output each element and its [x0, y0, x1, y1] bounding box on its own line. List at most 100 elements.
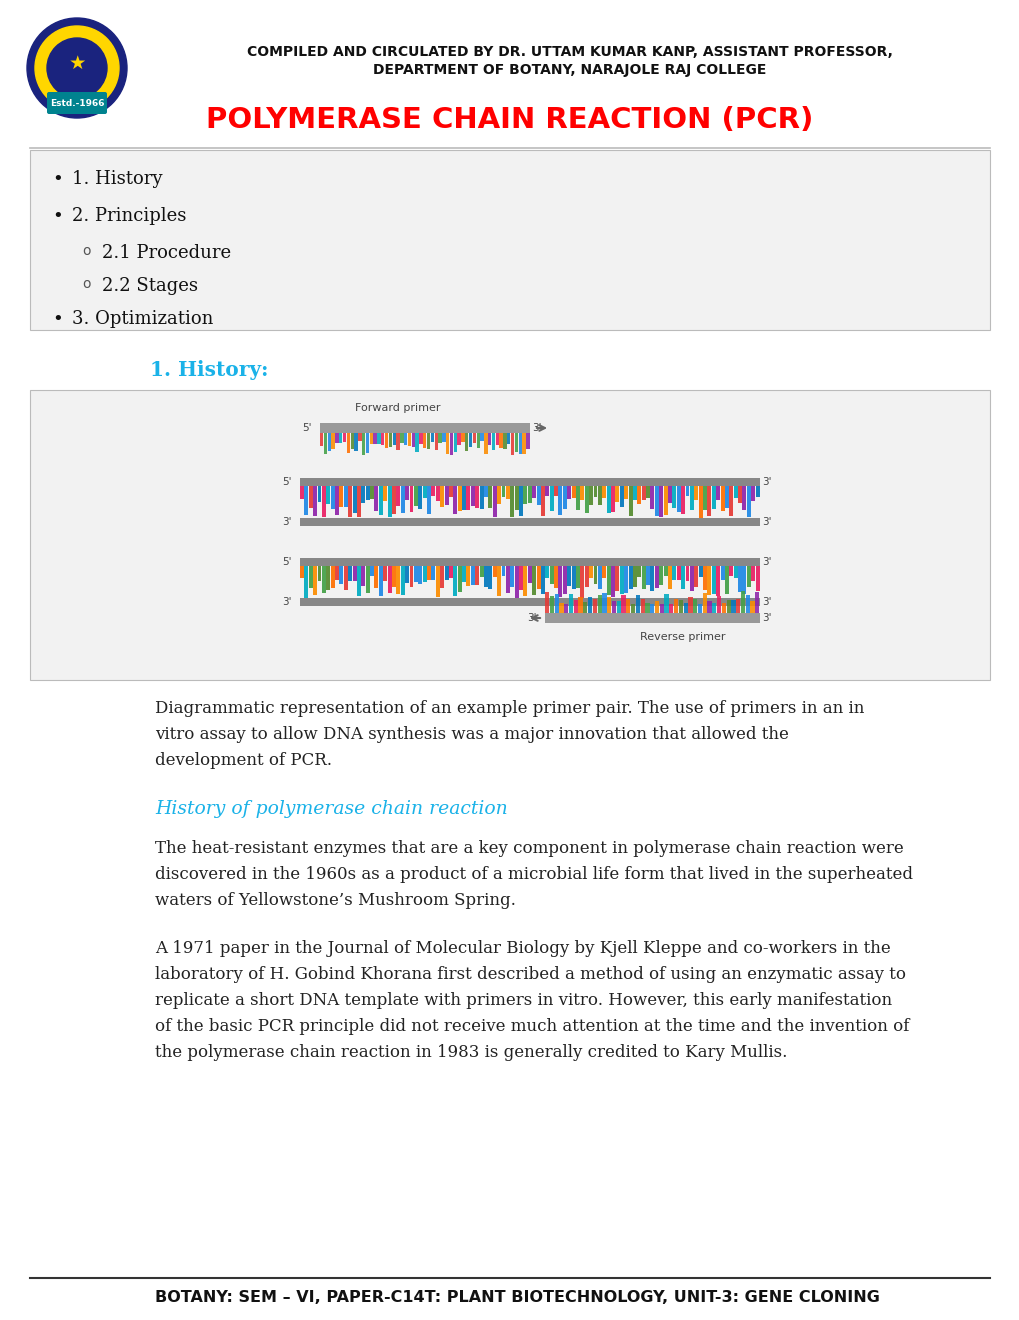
Bar: [698, 486, 702, 517]
Text: Reverse primer: Reverse primer: [639, 632, 725, 642]
Bar: [569, 594, 573, 612]
Bar: [427, 486, 431, 513]
Bar: [702, 594, 706, 612]
Bar: [506, 433, 510, 444]
Bar: [601, 566, 605, 578]
Bar: [614, 486, 619, 502]
Bar: [620, 566, 624, 594]
Bar: [523, 486, 527, 504]
Text: 3': 3': [761, 477, 770, 487]
Bar: [409, 566, 413, 587]
Bar: [496, 486, 500, 504]
Bar: [576, 486, 580, 511]
Bar: [317, 566, 321, 581]
Bar: [624, 486, 628, 499]
Bar: [300, 517, 759, 525]
Bar: [587, 598, 592, 612]
Bar: [633, 566, 636, 587]
Bar: [343, 486, 347, 507]
Bar: [602, 593, 606, 612]
Bar: [663, 486, 666, 515]
Bar: [361, 486, 365, 503]
Bar: [354, 433, 358, 451]
Bar: [746, 486, 750, 517]
Bar: [491, 433, 494, 450]
Bar: [688, 598, 692, 612]
Bar: [361, 566, 365, 586]
Bar: [715, 486, 719, 500]
Bar: [431, 486, 435, 496]
Bar: [545, 486, 549, 496]
Bar: [580, 486, 584, 500]
Bar: [637, 486, 641, 504]
Bar: [313, 486, 317, 516]
Bar: [326, 486, 330, 504]
Bar: [745, 595, 749, 612]
Bar: [532, 486, 536, 498]
Bar: [689, 486, 693, 510]
Bar: [469, 433, 472, 447]
Text: 3': 3': [282, 597, 291, 607]
Bar: [702, 486, 706, 510]
Bar: [751, 486, 754, 502]
Bar: [576, 566, 580, 587]
Text: vitro assay to allow DNA synthesis was a major innovation that allowed the: vitro assay to allow DNA synthesis was a…: [155, 726, 788, 743]
Bar: [558, 566, 561, 597]
Bar: [685, 486, 689, 496]
Bar: [601, 486, 605, 498]
Bar: [540, 486, 544, 516]
Text: COMPILED AND CIRCULATED BY DR. UTTAM KUMAR KANP, ASSISTANT PROFESSOR,: COMPILED AND CIRCULATED BY DR. UTTAM KUM…: [247, 45, 892, 59]
Bar: [358, 433, 361, 441]
Bar: [659, 605, 663, 612]
Bar: [404, 433, 407, 445]
Text: 3': 3': [532, 422, 541, 433]
Bar: [449, 433, 452, 454]
Bar: [667, 566, 672, 589]
Bar: [373, 433, 376, 444]
Bar: [707, 601, 711, 612]
Text: 3': 3': [761, 557, 770, 568]
Bar: [472, 433, 476, 442]
Bar: [366, 566, 369, 593]
Bar: [415, 433, 419, 451]
Bar: [641, 566, 645, 589]
Bar: [750, 601, 754, 612]
Bar: [536, 486, 540, 506]
Text: development of PCR.: development of PCR.: [155, 752, 331, 770]
Bar: [322, 566, 325, 593]
Text: waters of Yellowstone’s Mushroom Spring.: waters of Yellowstone’s Mushroom Spring.: [155, 892, 516, 909]
Bar: [654, 601, 658, 612]
Bar: [300, 598, 759, 606]
Text: 2.2 Stages: 2.2 Stages: [102, 277, 198, 294]
Bar: [527, 486, 531, 503]
Bar: [422, 486, 426, 498]
Bar: [631, 605, 635, 612]
Bar: [715, 566, 719, 597]
Bar: [515, 566, 518, 598]
Bar: [392, 433, 395, 445]
Bar: [738, 486, 741, 503]
Bar: [414, 566, 418, 582]
Bar: [527, 566, 531, 583]
Bar: [351, 433, 354, 449]
Bar: [342, 433, 345, 442]
Bar: [391, 566, 395, 587]
Bar: [452, 566, 457, 597]
Bar: [366, 486, 369, 500]
Bar: [650, 486, 654, 510]
Bar: [496, 566, 500, 597]
Bar: [597, 486, 601, 506]
Bar: [304, 486, 308, 515]
Bar: [484, 433, 487, 454]
Bar: [383, 486, 387, 500]
Bar: [519, 486, 523, 516]
Bar: [676, 486, 680, 512]
Bar: [440, 566, 443, 587]
Bar: [396, 566, 399, 594]
Text: 1. History:: 1. History:: [150, 360, 268, 380]
Bar: [681, 486, 685, 513]
Bar: [694, 486, 698, 499]
Bar: [544, 593, 548, 612]
Bar: [697, 605, 701, 612]
Bar: [614, 566, 619, 591]
